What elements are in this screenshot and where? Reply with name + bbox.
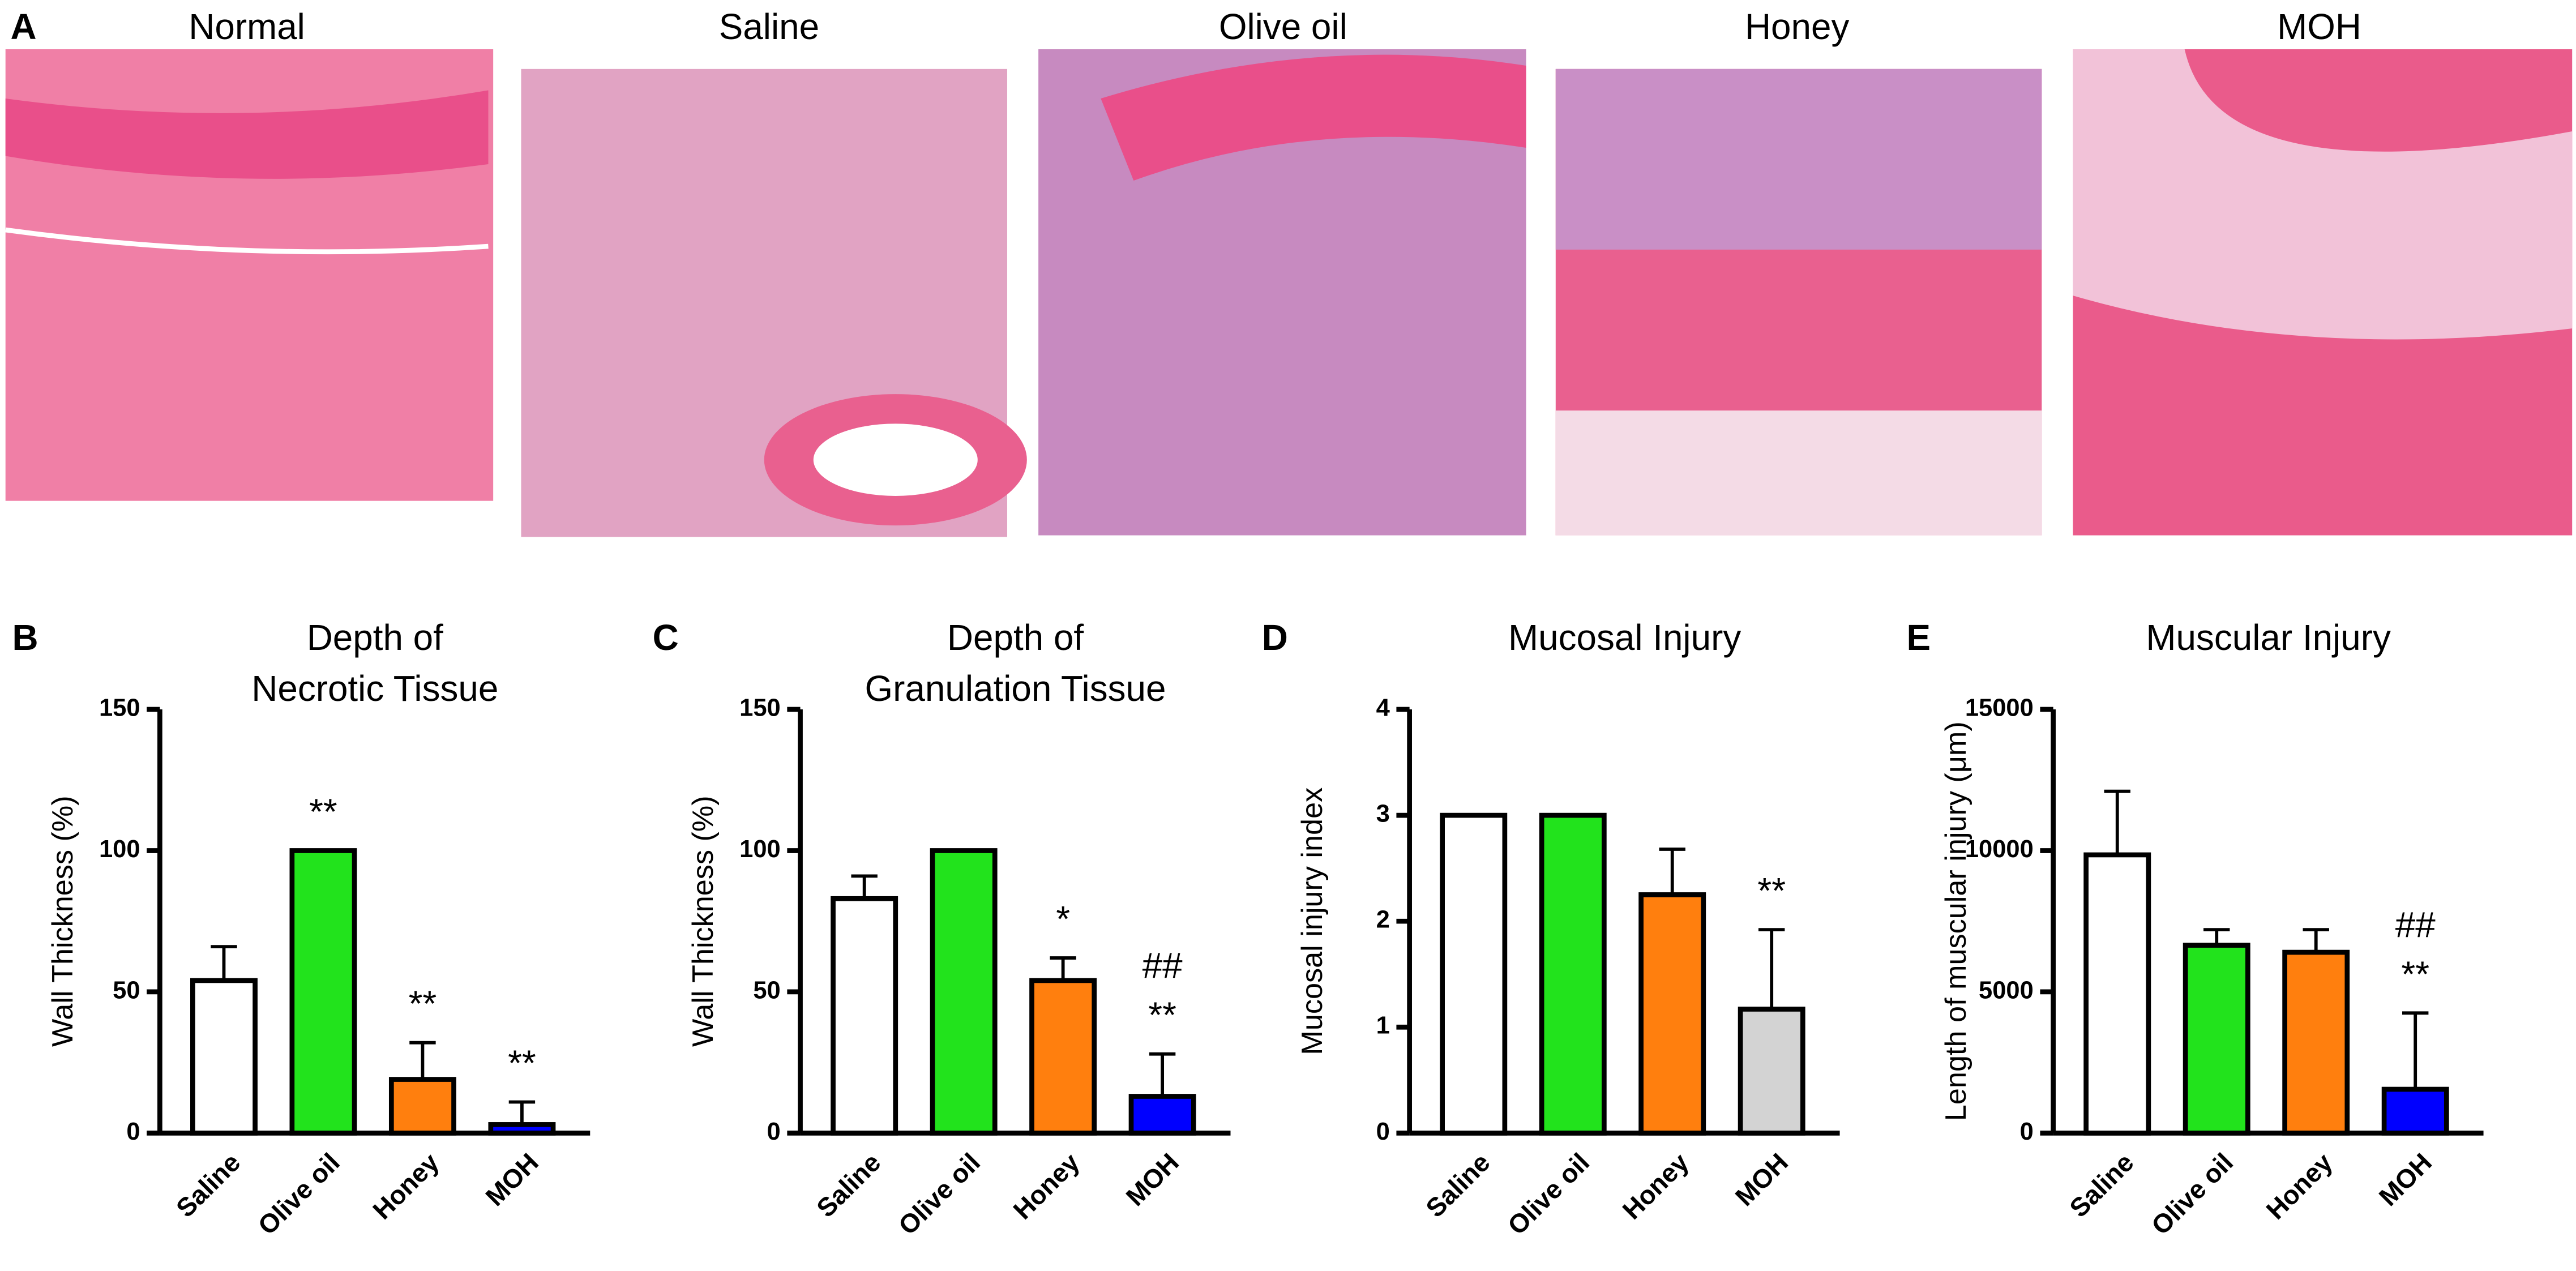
chart-title: Muscular Injury bbox=[2146, 617, 2391, 658]
y-tick-label: 3 bbox=[1376, 801, 1390, 828]
bar bbox=[190, 978, 258, 1136]
y-tick-label: 0 bbox=[2020, 1118, 2034, 1145]
x-tick-label: Honey bbox=[367, 1148, 444, 1225]
image-title: Normal bbox=[189, 6, 305, 47]
y-axis-label: Wall Thickness (%) bbox=[46, 795, 79, 1047]
y-tick-label: 0 bbox=[767, 1118, 781, 1145]
y-axis-label: Wall Thickness (%) bbox=[687, 795, 720, 1047]
x-tick-label: Honey bbox=[2261, 1148, 2338, 1225]
y-axis-label: Length of muscular injury (μm) bbox=[1940, 721, 1972, 1121]
bar bbox=[2183, 943, 2250, 1136]
image-title: Honey bbox=[1745, 6, 1850, 47]
y-tick-label: 5000 bbox=[1979, 977, 2034, 1004]
image-layer bbox=[1555, 69, 2042, 250]
y-tick-label: 150 bbox=[99, 695, 140, 722]
y-tick-label: 4 bbox=[1376, 695, 1390, 722]
x-tick-label: MOH bbox=[2373, 1148, 2437, 1212]
x-tick-label: Honey bbox=[1008, 1148, 1085, 1225]
x-tick-label: Saline bbox=[1420, 1148, 1495, 1223]
x-tick-label: Olive oil bbox=[2146, 1148, 2239, 1240]
x-tick-label: Saline bbox=[170, 1148, 246, 1223]
x-tick-label: Saline bbox=[811, 1148, 886, 1223]
image-title: MOH bbox=[2277, 6, 2361, 47]
chart-title: Granulation Tissue bbox=[865, 668, 1166, 709]
bar bbox=[488, 1122, 556, 1136]
bar bbox=[1440, 812, 1508, 1136]
bar bbox=[1738, 1007, 1805, 1136]
bar bbox=[2282, 949, 2350, 1136]
y-tick-label: 0 bbox=[1376, 1118, 1390, 1145]
image-layer bbox=[5, 90, 489, 179]
bar bbox=[2381, 1086, 2449, 1136]
bar bbox=[2083, 852, 2151, 1136]
significance-label: ** bbox=[409, 983, 437, 1024]
x-tick-label: Olive oil bbox=[1502, 1148, 1595, 1240]
bar bbox=[1539, 812, 1607, 1136]
image-layer bbox=[1101, 54, 1526, 181]
y-tick-label: 1 bbox=[1376, 1012, 1390, 1039]
image-layer bbox=[813, 423, 978, 496]
y-axis-label: Mucosal injury index bbox=[1296, 788, 1329, 1055]
image-layer bbox=[1555, 410, 2042, 536]
x-tick-label: Olive oil bbox=[893, 1148, 986, 1240]
image-title: Saline bbox=[719, 6, 819, 47]
y-tick-label: 50 bbox=[753, 977, 780, 1004]
panel-label: D bbox=[1262, 617, 1288, 658]
y-tick-label: 0 bbox=[126, 1118, 140, 1145]
bar bbox=[388, 1077, 456, 1136]
x-tick-label: Saline bbox=[2064, 1148, 2139, 1223]
significance-label: ** bbox=[2401, 953, 2429, 994]
image-layer bbox=[2073, 49, 2573, 340]
chart-title: Depth of bbox=[947, 617, 1084, 658]
y-tick-label: 15000 bbox=[1965, 695, 2034, 722]
significance-label: ** bbox=[309, 791, 337, 832]
significance-label: * bbox=[1056, 898, 1070, 939]
panel-label: C bbox=[653, 617, 679, 658]
x-tick-label: Olive oil bbox=[253, 1148, 345, 1240]
image-title: Olive oil bbox=[1219, 6, 1347, 47]
y-tick-label: 150 bbox=[739, 695, 781, 722]
bar bbox=[831, 896, 898, 1136]
y-tick-label: 100 bbox=[99, 836, 140, 863]
bar bbox=[1029, 978, 1097, 1136]
chart-title: Mucosal Injury bbox=[1508, 617, 1741, 658]
significance-label: ## bbox=[1142, 945, 1183, 986]
x-tick-label: MOH bbox=[1730, 1148, 1794, 1212]
bar bbox=[930, 848, 998, 1136]
panel-label: E bbox=[1907, 617, 1931, 658]
bar bbox=[1128, 1094, 1196, 1136]
x-tick-label: MOH bbox=[1120, 1148, 1184, 1212]
bar bbox=[1638, 892, 1706, 1136]
histology-images bbox=[5, 49, 2573, 537]
x-tick-label: Honey bbox=[1617, 1148, 1694, 1225]
chart-title: Depth of bbox=[307, 617, 443, 658]
significance-label: ## bbox=[2395, 904, 2436, 945]
y-tick-label: 50 bbox=[113, 977, 140, 1004]
panel-label: A bbox=[11, 6, 37, 47]
chart-title: Necrotic Tissue bbox=[251, 668, 498, 709]
bar bbox=[289, 848, 357, 1136]
x-tick-label: MOH bbox=[480, 1148, 544, 1212]
y-tick-label: 100 bbox=[739, 836, 781, 863]
image-layer bbox=[5, 227, 489, 255]
significance-label: ** bbox=[1757, 870, 1786, 911]
panel-label: B bbox=[12, 617, 38, 658]
y-tick-label: 2 bbox=[1376, 906, 1390, 934]
significance-label: ** bbox=[508, 1043, 536, 1084]
significance-label: ** bbox=[1148, 995, 1176, 1035]
y-tick-label: 10000 bbox=[1965, 836, 2034, 863]
